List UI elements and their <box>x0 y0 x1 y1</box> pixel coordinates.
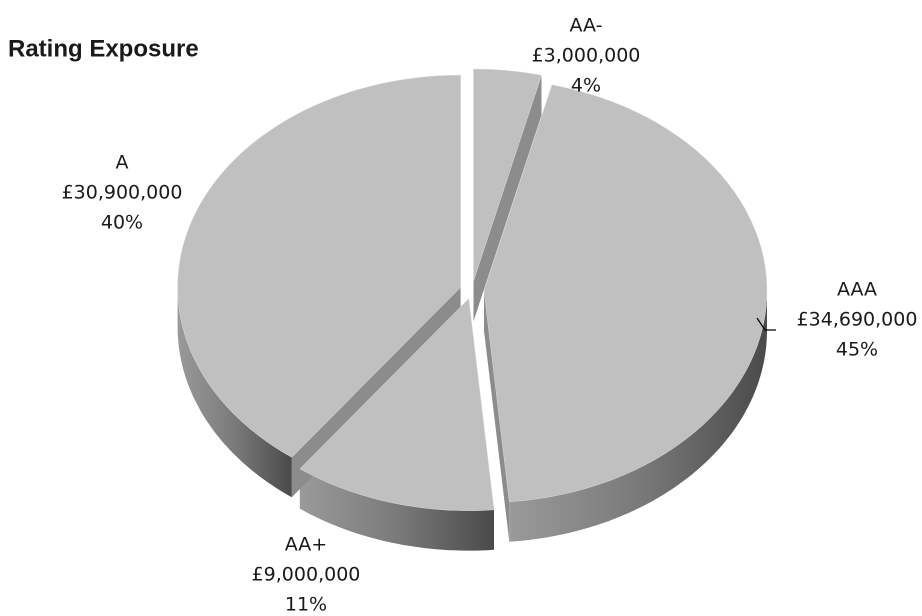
slice-side <box>177 287 292 498</box>
slice-side <box>509 290 767 542</box>
category-label: AA+ <box>285 534 327 556</box>
value-label: £34,690,000 <box>797 309 918 331</box>
percent-label: 40% <box>101 212 143 234</box>
slice-cut-face <box>473 75 542 322</box>
percent-label: 45% <box>836 339 878 361</box>
chart-title: Rating Exposure <box>8 35 199 62</box>
slice <box>483 84 768 503</box>
value-label: £3,000,000 <box>532 45 641 67</box>
slice <box>473 68 542 282</box>
value-label: £9,000,000 <box>252 564 361 586</box>
value-label: £30,900,000 <box>62 182 183 204</box>
slice <box>177 74 461 458</box>
slice <box>299 298 495 511</box>
category-label: AA- <box>570 15 603 37</box>
percent-label: 4% <box>571 75 601 97</box>
slice-cut-face <box>484 290 510 542</box>
leader-line <box>756 317 776 331</box>
category-label: A <box>116 152 129 174</box>
slice-side <box>299 468 494 551</box>
category-label: AAA <box>837 279 877 301</box>
percent-label: 11% <box>285 594 327 616</box>
